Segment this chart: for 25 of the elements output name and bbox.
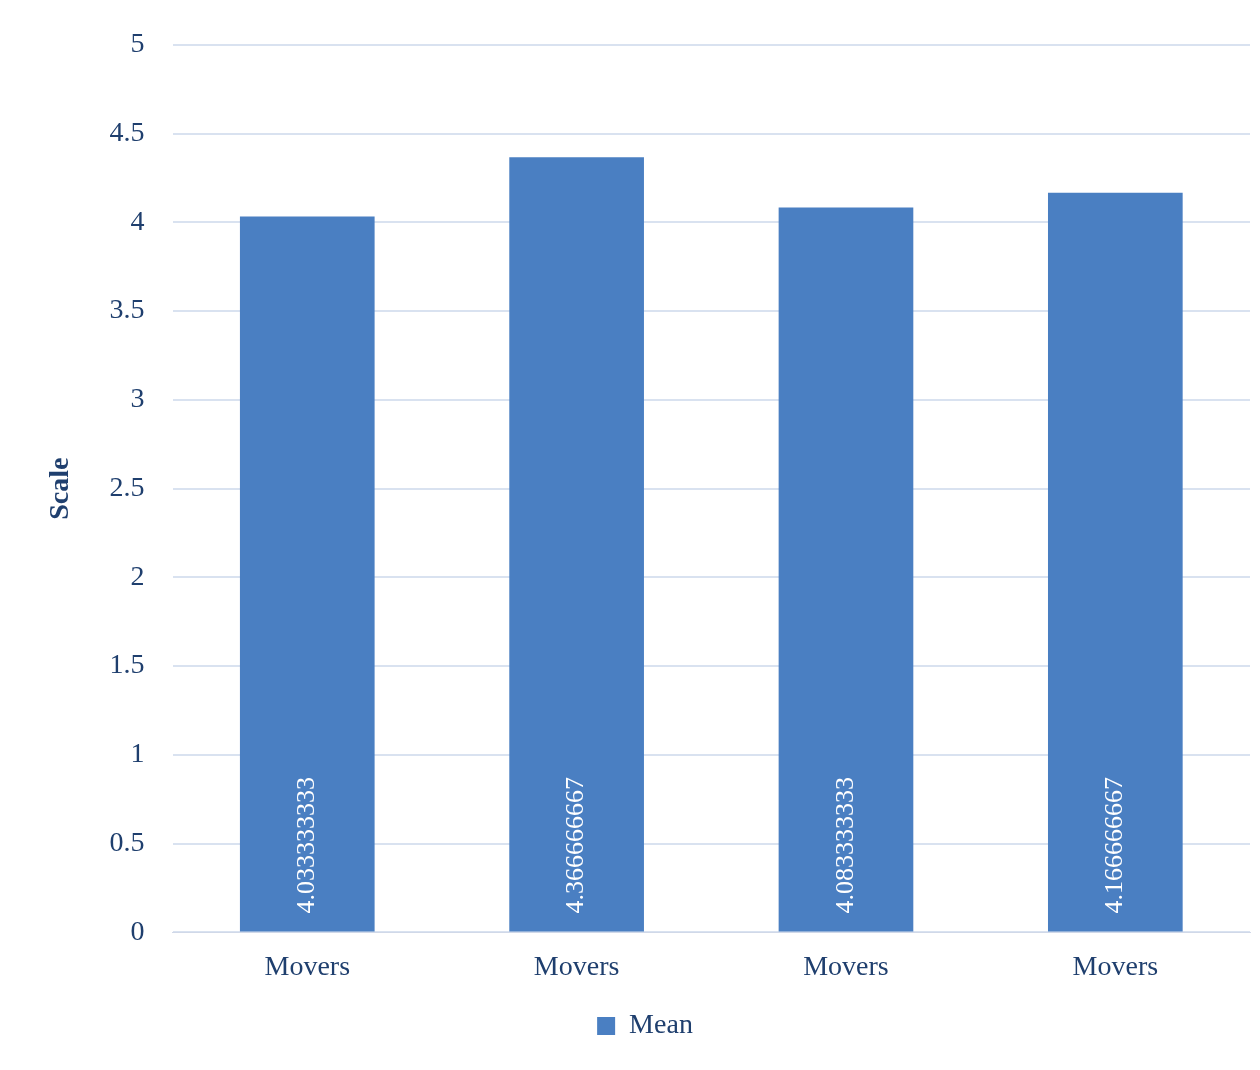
y-axis-title: Scale bbox=[43, 457, 75, 520]
y-tick-label: 2 bbox=[130, 559, 145, 591]
x-tick-label: Movers bbox=[533, 949, 620, 981]
y-tick-label: 3.5 bbox=[109, 293, 145, 325]
x-tick-label: Movers bbox=[803, 949, 889, 981]
bar bbox=[239, 216, 375, 932]
y-tick-label: 0 bbox=[130, 914, 145, 946]
legend-label: Mean bbox=[629, 1008, 693, 1040]
y-tick-label: 4 bbox=[130, 204, 145, 236]
x-tick-label: Movers bbox=[1072, 949, 1159, 981]
y-tick-label: 1.5 bbox=[109, 648, 145, 680]
data-label: 4.083333333 bbox=[829, 776, 859, 914]
y-tick-label: 4.5 bbox=[109, 115, 145, 147]
data-label: 4.166666667 bbox=[1099, 776, 1129, 914]
bar bbox=[778, 207, 914, 932]
data-label: 4.033333333 bbox=[291, 776, 321, 914]
y-tick-label: 0.5 bbox=[109, 826, 145, 857]
y-tick-label: 3 bbox=[130, 382, 145, 414]
y-tick-label: 5 bbox=[130, 27, 145, 59]
bar bbox=[509, 157, 644, 932]
bar bbox=[1047, 192, 1183, 932]
y-tick-label: 1 bbox=[130, 737, 145, 769]
data-label: 4.366666667 bbox=[560, 776, 590, 914]
x-tick-label: Movers bbox=[264, 949, 351, 981]
y-tick-label: 2.5 bbox=[109, 470, 145, 502]
